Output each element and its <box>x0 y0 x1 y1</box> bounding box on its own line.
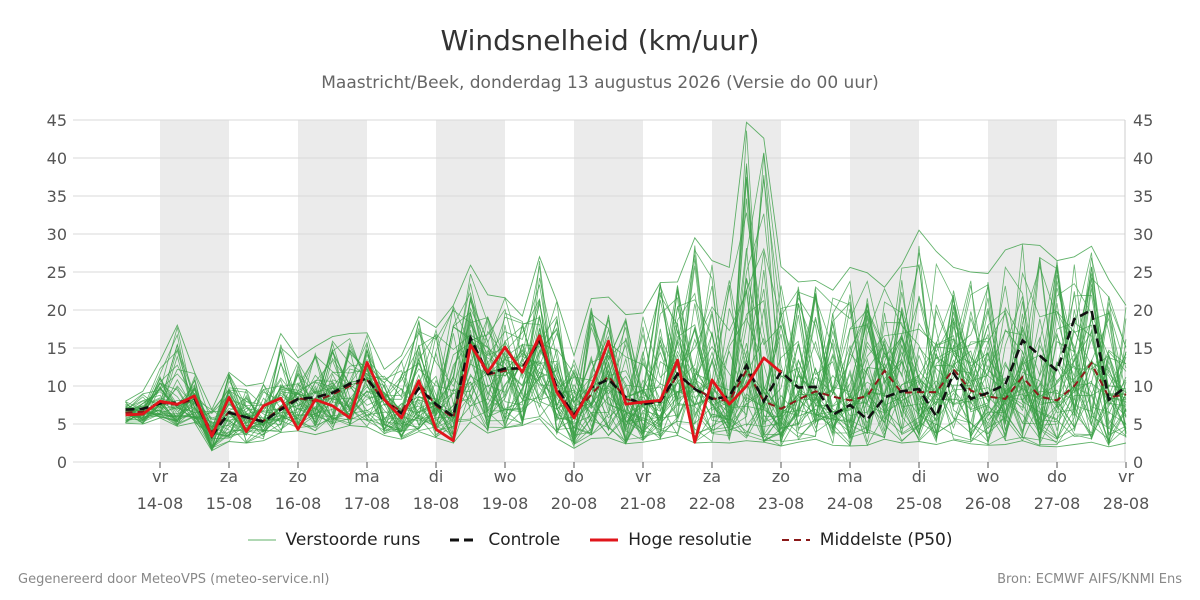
x-tick-date-label: 21-08 <box>620 494 667 513</box>
footer-source: Bron: ECMWF AIFS/KNMI Ens <box>997 572 1182 587</box>
x-tick-day-label: wo <box>977 467 1000 486</box>
x-tick-day-label: zo <box>772 467 790 486</box>
x-tick-date-label: 19-08 <box>482 494 529 513</box>
chart-subtitle: Maastricht/Beek, donderdag 13 augustus 2… <box>321 73 879 93</box>
ensemble-member-line <box>125 260 1127 452</box>
ensemble-member-line <box>125 264 1127 451</box>
ensemble-member-line <box>125 266 1127 444</box>
x-tick-date-label: 17-08 <box>344 494 391 513</box>
y-tick-label-left: 15 <box>47 339 67 358</box>
ensemble-member-line <box>125 178 1127 440</box>
ensemble-extreme-line <box>125 121 1127 411</box>
legend-item-median: Middelste (P50) <box>781 530 953 550</box>
legend-item-ensemble: Verstoorde runs <box>247 530 421 550</box>
x-tick-date-label: 23-08 <box>758 494 805 513</box>
legend-item-hires: Hoge resolutie <box>590 530 752 550</box>
x-tick-day-label: za <box>703 467 721 486</box>
y-tick-label-right: 45 <box>1133 111 1153 130</box>
y-tick-label-right: 40 <box>1133 149 1153 168</box>
y-tick-label-right: 25 <box>1133 263 1153 282</box>
legend-label-median: Middelste (P50) <box>819 530 953 550</box>
ensemble-member-line <box>125 252 1127 447</box>
x-tick-day-label: vr <box>1118 467 1134 486</box>
y-tick-label-left: 20 <box>47 301 67 320</box>
chart-legend: Verstoorde runs Controle Hoge resolutie … <box>0 530 1200 550</box>
x-tick-date-label: 26-08 <box>965 494 1012 513</box>
chart-title: Windsnelheid (km/uur) <box>440 24 760 57</box>
y-tick-label-left: 25 <box>47 263 67 282</box>
x-tick-day-label: vr <box>635 467 651 486</box>
y-tick-label-right: 30 <box>1133 225 1153 244</box>
ensemble-member-line <box>125 282 1127 441</box>
x-tick-date-label: 16-08 <box>275 494 322 513</box>
x-tick-date-label: 27-08 <box>1034 494 1081 513</box>
y-tick-label-left: 30 <box>47 225 67 244</box>
x-tick-date-label: 14-08 <box>137 494 184 513</box>
ensemble-member-line <box>125 266 1127 450</box>
y-tick-label-right: 10 <box>1133 377 1153 396</box>
legend-swatch-ensemble <box>247 539 276 541</box>
x-tick-day-label: vr <box>152 467 168 486</box>
y-tick-label-left: 40 <box>47 149 67 168</box>
y-tick-label-left: 35 <box>47 187 67 206</box>
x-tick-day-label: di <box>912 467 927 486</box>
legend-item-control: Controle <box>450 530 560 550</box>
legend-swatch-hires <box>590 538 619 542</box>
x-tick-date-label: 28-08 <box>1103 494 1150 513</box>
x-tick-day-label: wo <box>494 467 517 486</box>
x-tick-day-label: ma <box>837 467 862 486</box>
x-tick-date-label: 15-08 <box>206 494 253 513</box>
ensemble-member-line <box>125 257 1127 443</box>
y-tick-label-right: 20 <box>1133 301 1153 320</box>
legend-swatch-median <box>781 539 810 541</box>
ensemble-extreme-line <box>125 417 1127 452</box>
x-tick-day-label: di <box>429 467 444 486</box>
y-tick-label-left: 10 <box>47 377 67 396</box>
ensemble-member-line <box>125 285 1127 445</box>
x-tick-date-label: 20-08 <box>551 494 598 513</box>
control-line <box>125 308 1127 439</box>
y-tick-label-left: 45 <box>47 111 67 130</box>
y-tick-label-right: 5 <box>1133 415 1143 434</box>
x-tick-day-label: do <box>564 467 584 486</box>
ensemble-member-line <box>125 290 1127 450</box>
x-tick-date-label: 24-08 <box>827 494 874 513</box>
ensemble-member-line <box>125 297 1127 446</box>
x-tick-day-label: zo <box>289 467 307 486</box>
hires-line <box>125 334 782 444</box>
y-tick-label-left: 5 <box>57 415 67 434</box>
x-tick-date-label: 18-08 <box>413 494 460 513</box>
y-tick-label-right: 0 <box>1133 453 1143 472</box>
footer-generator: Gegenereerd door MeteoVPS (meteo-service… <box>18 572 330 587</box>
legend-label-ensemble: Verstoorde runs <box>285 530 421 550</box>
ensemble-member-line <box>125 176 1127 442</box>
legend-label-hires: Hoge resolutie <box>628 530 752 550</box>
x-tick-day-label: ma <box>354 467 379 486</box>
x-tick-date-label: 25-08 <box>896 494 943 513</box>
legend-swatch-control <box>450 538 479 542</box>
x-tick-day-label: do <box>1047 467 1067 486</box>
y-tick-label-right: 15 <box>1133 339 1153 358</box>
ensemble-member-line <box>125 257 1127 443</box>
x-tick-date-label: 22-08 <box>689 494 736 513</box>
x-tick-day-label: za <box>220 467 238 486</box>
y-tick-label-right: 35 <box>1133 187 1153 206</box>
y-tick-label-left: 0 <box>57 453 67 472</box>
legend-label-control: Controle <box>488 530 561 550</box>
